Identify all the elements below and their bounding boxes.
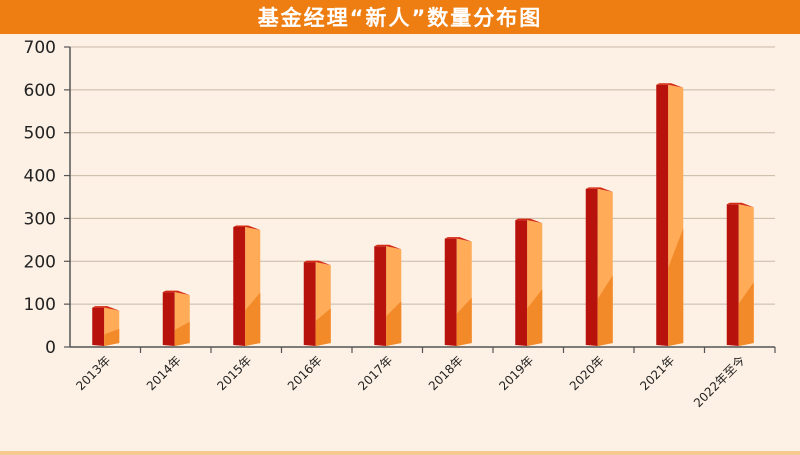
bar-top-face: [162, 290, 190, 296]
bar-side-shade: [174, 321, 190, 346]
x-tick-label: 2018年: [426, 353, 466, 393]
x-tick-label: 2022年至今: [690, 353, 748, 411]
y-tick-label: 500: [24, 124, 56, 144]
bar-side-shade: [738, 282, 754, 346]
x-tick-label: 2016年: [285, 353, 325, 393]
bar-2020年: [585, 187, 613, 346]
bar-2016年: [303, 260, 331, 346]
bar-side-shade: [527, 289, 543, 346]
bar-front-face: [92, 307, 105, 346]
bar-side-shade: [386, 301, 402, 346]
x-tick-label: 2017年: [355, 353, 395, 393]
y-tick-label: 0: [45, 338, 56, 358]
y-tick-label: 300: [24, 209, 56, 229]
bar-front-face: [515, 220, 528, 346]
bar-2017年: [374, 244, 402, 346]
x-tick-label: 2019年: [496, 353, 536, 393]
y-tick-label: 400: [24, 167, 56, 187]
bottom-strip: [0, 451, 800, 455]
bar-side-shade: [668, 228, 684, 346]
bar-top-face: [303, 260, 331, 266]
bar-top-face: [656, 83, 684, 88]
bar-side-shade: [104, 328, 120, 346]
bar-front-face: [656, 84, 669, 346]
bar-2013年: [92, 306, 120, 346]
bar-2014年: [162, 290, 190, 346]
y-tick-label: 100: [24, 295, 56, 315]
bar-top-face: [374, 244, 402, 250]
bars: [92, 83, 754, 346]
x-tick-label: 2015年: [214, 353, 254, 393]
bar-top-face: [233, 225, 261, 230]
tick-labels: 0 100 200 300 400 500 600 700 2013年 2014年 2015年 201…: [24, 38, 748, 410]
bar-top-face: [92, 306, 120, 311]
y-tick-label: 200: [24, 252, 56, 272]
bar-2021年: [656, 83, 684, 346]
bar-front-face: [726, 204, 739, 346]
bar-top-face: [585, 187, 613, 192]
axes: [64, 46, 776, 353]
title-bar: 基金经理“新人”数量分布图: [0, 0, 800, 34]
x-tick-label: 2020年: [567, 353, 607, 393]
y-tick-label: 700: [24, 38, 56, 58]
bar-2019年: [515, 218, 543, 346]
bar-2022年至今: [726, 202, 754, 346]
chart-title: 基金经理“新人”数量分布图: [257, 6, 543, 30]
bar-front-face: [585, 188, 598, 346]
bar-side-shade: [456, 297, 472, 346]
bar-top-face: [444, 237, 472, 242]
bar-2018年: [444, 237, 472, 346]
bar-2015年: [233, 225, 261, 346]
bar-top-face: [726, 202, 754, 208]
x-tick-label: 2021年: [637, 353, 677, 393]
bar-side-shade: [245, 292, 261, 346]
bar-top-face: [515, 218, 543, 224]
bar-side-shade: [597, 275, 613, 346]
x-tick-label: 2014年: [144, 353, 184, 393]
bar-front-face: [162, 292, 175, 346]
bar-front-face: [444, 238, 457, 346]
bar-front-face: [374, 246, 387, 346]
y-tick-label: 600: [24, 81, 56, 101]
bar-side-shade: [315, 308, 331, 346]
bar-front-face: [303, 262, 316, 346]
bar-front-face: [233, 227, 246, 346]
x-tick-label: 2013年: [73, 353, 113, 393]
